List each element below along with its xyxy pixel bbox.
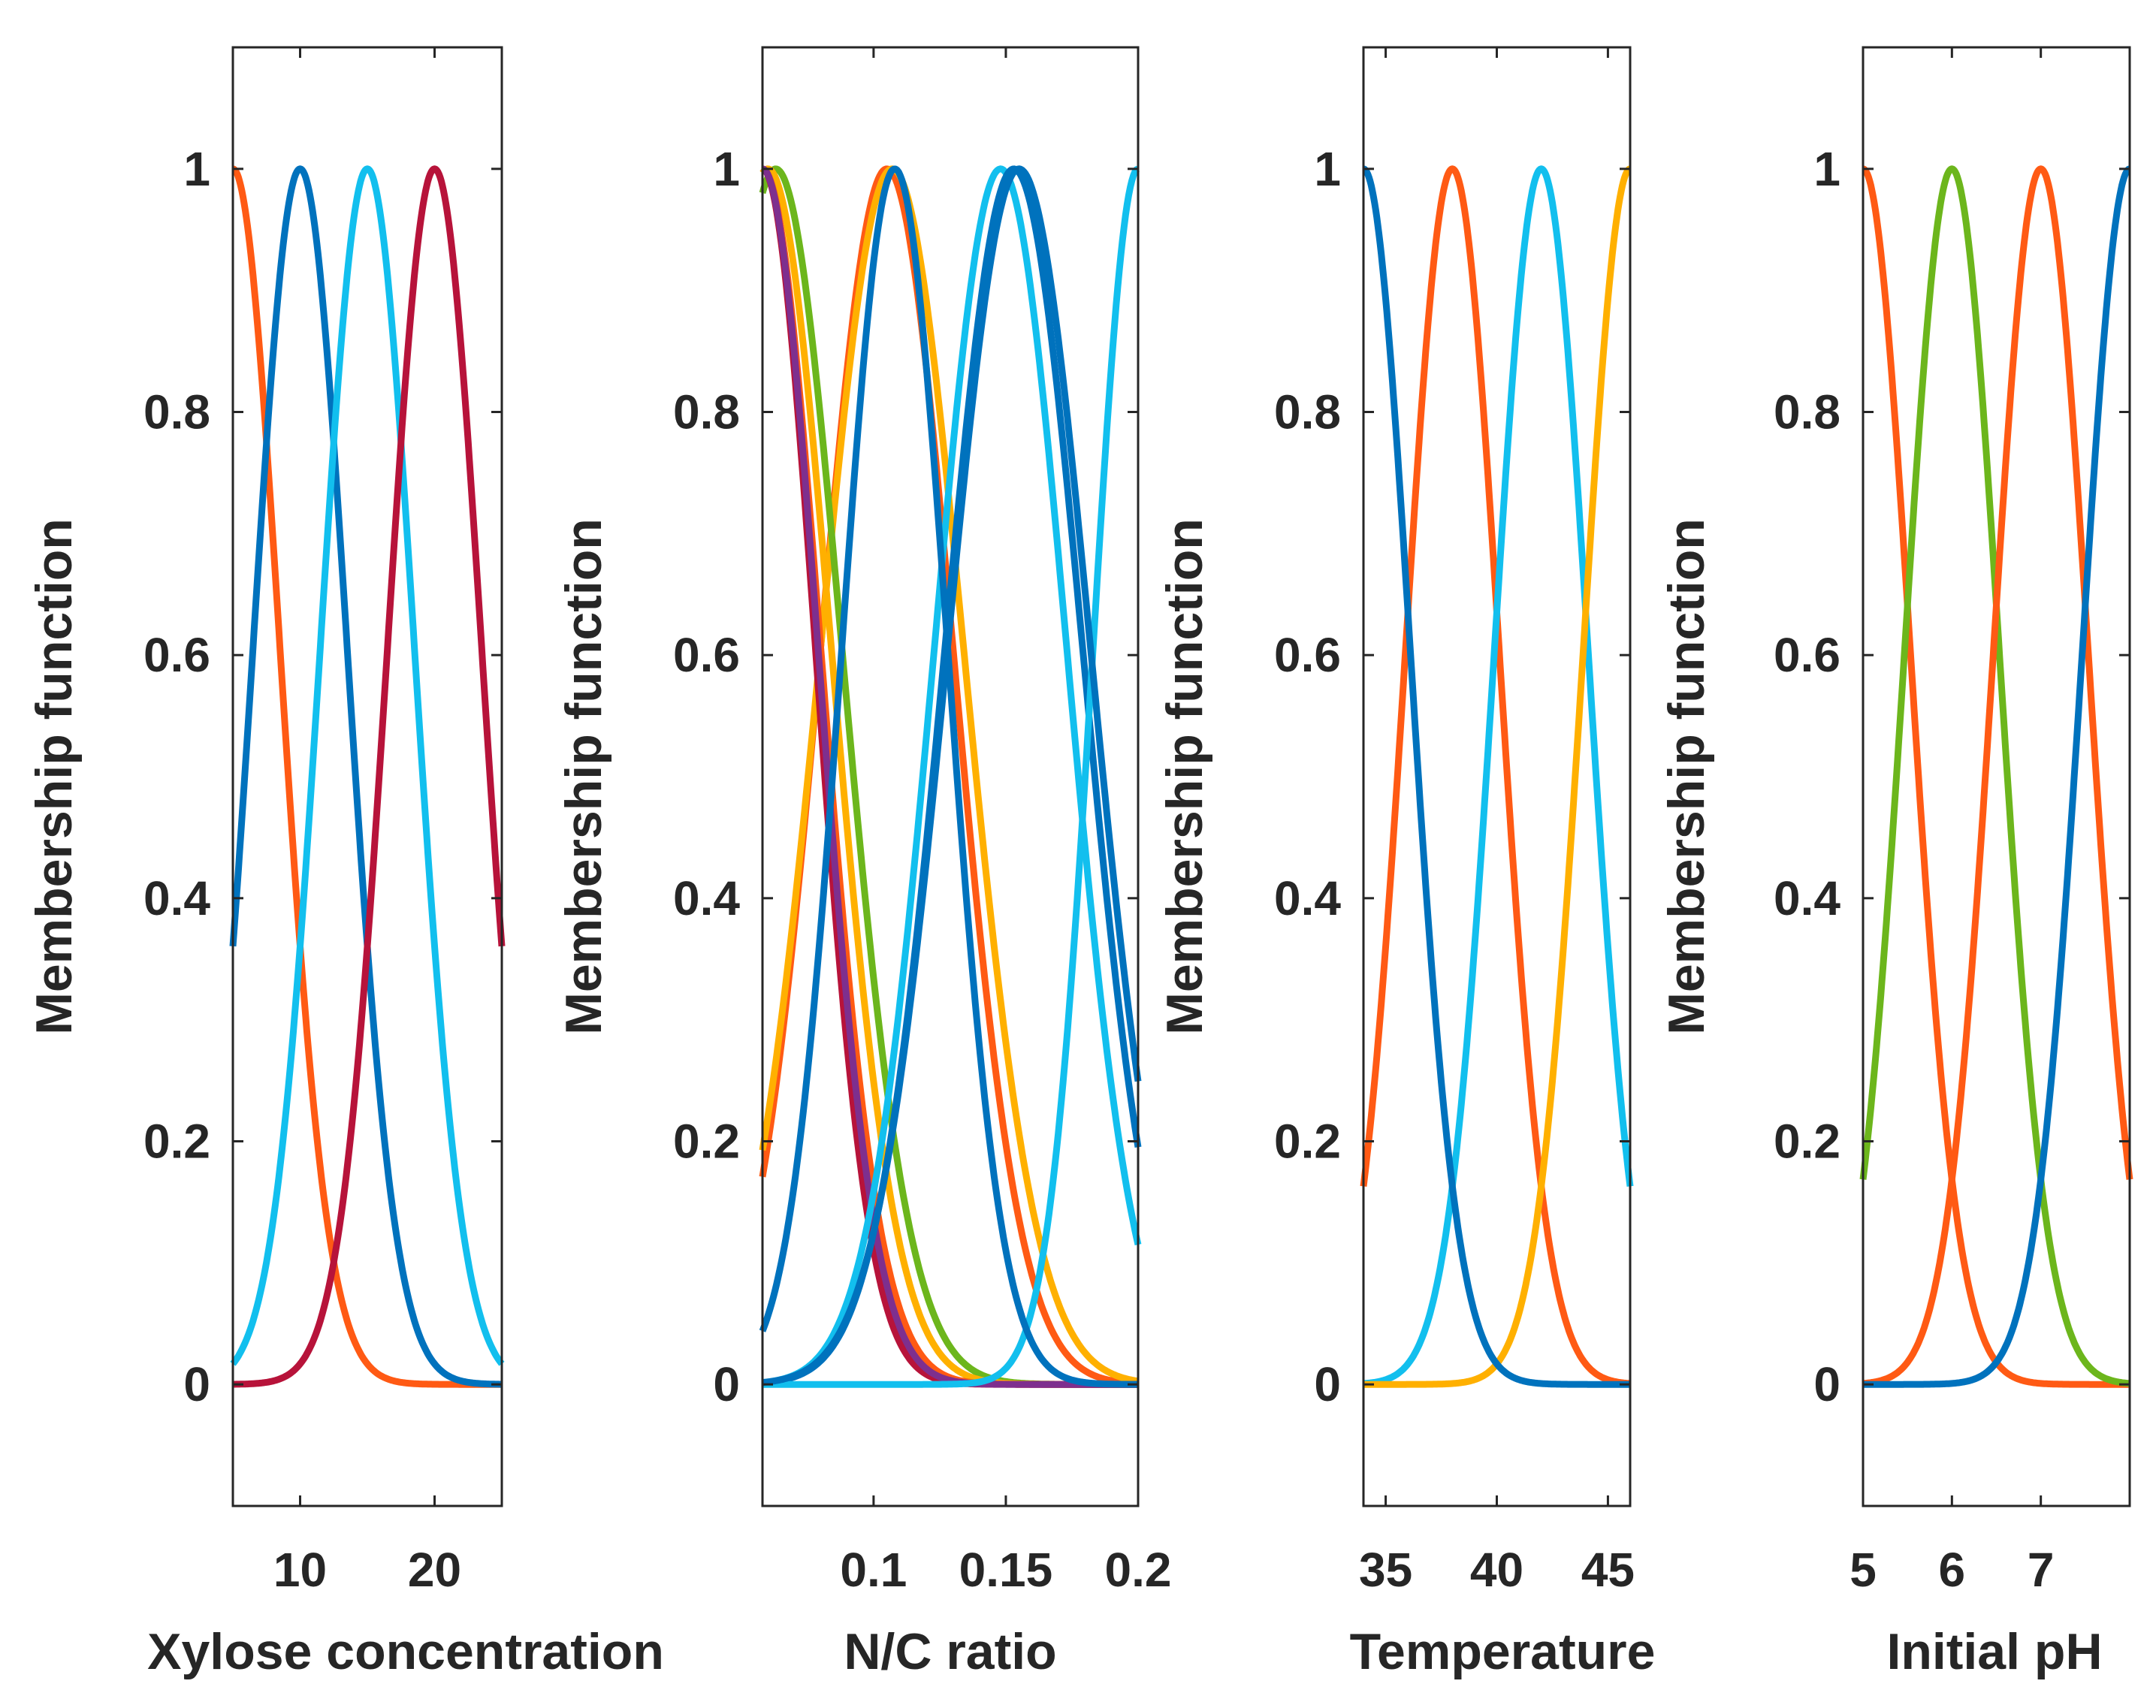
chart-2-ytick-label: 0.8	[673, 385, 740, 439]
chart-3-xtick-label: 35	[1359, 1543, 1412, 1597]
chart-4-xtick-label: 6	[1939, 1543, 1966, 1597]
chart-3-series-line-mf4	[1361, 165, 1632, 1388]
chart-3-ytick-label: 0.8	[1274, 385, 1341, 439]
chart-1-ytick-label: 1	[183, 142, 210, 196]
chart-2-series-line-mf8	[760, 165, 1142, 1387]
chart-2-series-line-mf12	[760, 165, 1142, 1387]
chart-4-y-axis-label: Membership function	[1658, 518, 1715, 1035]
chart-1-series-line-mf4	[231, 165, 506, 1388]
chart-2-ytick-label: 1	[713, 142, 740, 196]
chart-1-xtick-label: 10	[273, 1543, 327, 1597]
chart-4-series-line-mf2	[1859, 165, 2132, 1387]
chart-3-y-axis-label: Membership function	[1156, 518, 1213, 1035]
chart-2-ytick-label: 0.6	[673, 628, 740, 682]
chart-4-ytick-label: 0.6	[1774, 628, 1840, 682]
chart-1-xtick-label: 20	[408, 1543, 461, 1597]
chart-1-x-axis-label: Xylose concentration	[147, 1623, 664, 1680]
chart-3-series-line-mf3	[1361, 165, 1632, 1388]
chart-2-xtick-label: 0.2	[1105, 1543, 1172, 1597]
chart-2-series-line-mf10	[760, 165, 1140, 1388]
chart-1-ytick-label: 0.6	[143, 628, 210, 682]
chart-3-x-axis-label: Temperature	[1350, 1623, 1656, 1680]
chart-4-ytick-label: 0.4	[1774, 871, 1840, 925]
chart-1-ytick-label: 0.2	[143, 1115, 210, 1169]
chart-3-xtick-label: 45	[1581, 1543, 1635, 1597]
chart-3-axes-box	[1362, 46, 1632, 1507]
chart-3-ytick-label: 0.2	[1274, 1115, 1341, 1169]
chart-3-series-line-mf2	[1361, 165, 1634, 1387]
chart-1-axes-box	[231, 46, 503, 1507]
chart-1-ytick-label: 0	[183, 1357, 210, 1411]
chart-2-series-line-mf11	[759, 165, 1140, 1388]
chart-3-ytick-label: 0.4	[1274, 871, 1341, 925]
chart-4-ytick-label: 0	[1813, 1357, 1840, 1411]
chart-2-xtick-label: 0.1	[840, 1543, 907, 1597]
chart-4-series-line-mf4	[1861, 165, 2132, 1388]
chart-4-ytick-label: 1	[1813, 142, 1840, 196]
chart-4-xtick-label: 5	[1850, 1543, 1877, 1597]
chart-2-ytick-label: 0.2	[673, 1115, 740, 1169]
chart-4-xtick-label: 7	[2028, 1543, 2055, 1597]
chart-4-ytick-label: 0.2	[1774, 1115, 1840, 1169]
chart-4-x-axis-label: Initial pH	[1886, 1623, 2102, 1680]
chart-3-ytick-label: 0.6	[1274, 628, 1341, 682]
chart-2-x-axis-label: N/C ratio	[844, 1623, 1056, 1680]
chart-3-ytick-label: 1	[1314, 142, 1341, 196]
chart-3-xtick-label: 40	[1470, 1543, 1523, 1597]
chart-4-axes-box	[1862, 46, 2131, 1507]
chart-2-ytick-label: 0.4	[673, 871, 740, 925]
chart-1-y-axis-label: Membership function	[26, 518, 83, 1035]
chart-2-series-line-mf1	[759, 165, 1140, 1387]
chart-3-series-line-mf1	[1360, 165, 1632, 1387]
chart-2-series-line-mf7	[760, 165, 1140, 1388]
chart-1-series-line-mf1	[231, 165, 504, 1388]
chart-3-ytick-label: 0	[1314, 1357, 1341, 1411]
chart-4-ytick-label: 0.8	[1774, 385, 1840, 439]
chart-1-ytick-label: 0.8	[143, 385, 210, 439]
chart-2-xtick-label: 0.15	[959, 1543, 1053, 1597]
chart-1-series-line-mf3	[230, 165, 505, 1366]
chart-4-series-line-mf1	[1861, 165, 2132, 1388]
chart-2-y-axis-label: Membership function	[555, 518, 612, 1035]
chart-2-axes-box	[761, 46, 1140, 1507]
chart-1-ytick-label: 0.4	[143, 871, 210, 925]
chart-2-series-line-mf9	[760, 165, 1142, 1387]
chart-2-series-line-mf2	[759, 165, 1140, 1385]
chart-4-series-line-mf3	[1861, 165, 2133, 1387]
chart-2-ytick-label: 0	[713, 1357, 740, 1411]
